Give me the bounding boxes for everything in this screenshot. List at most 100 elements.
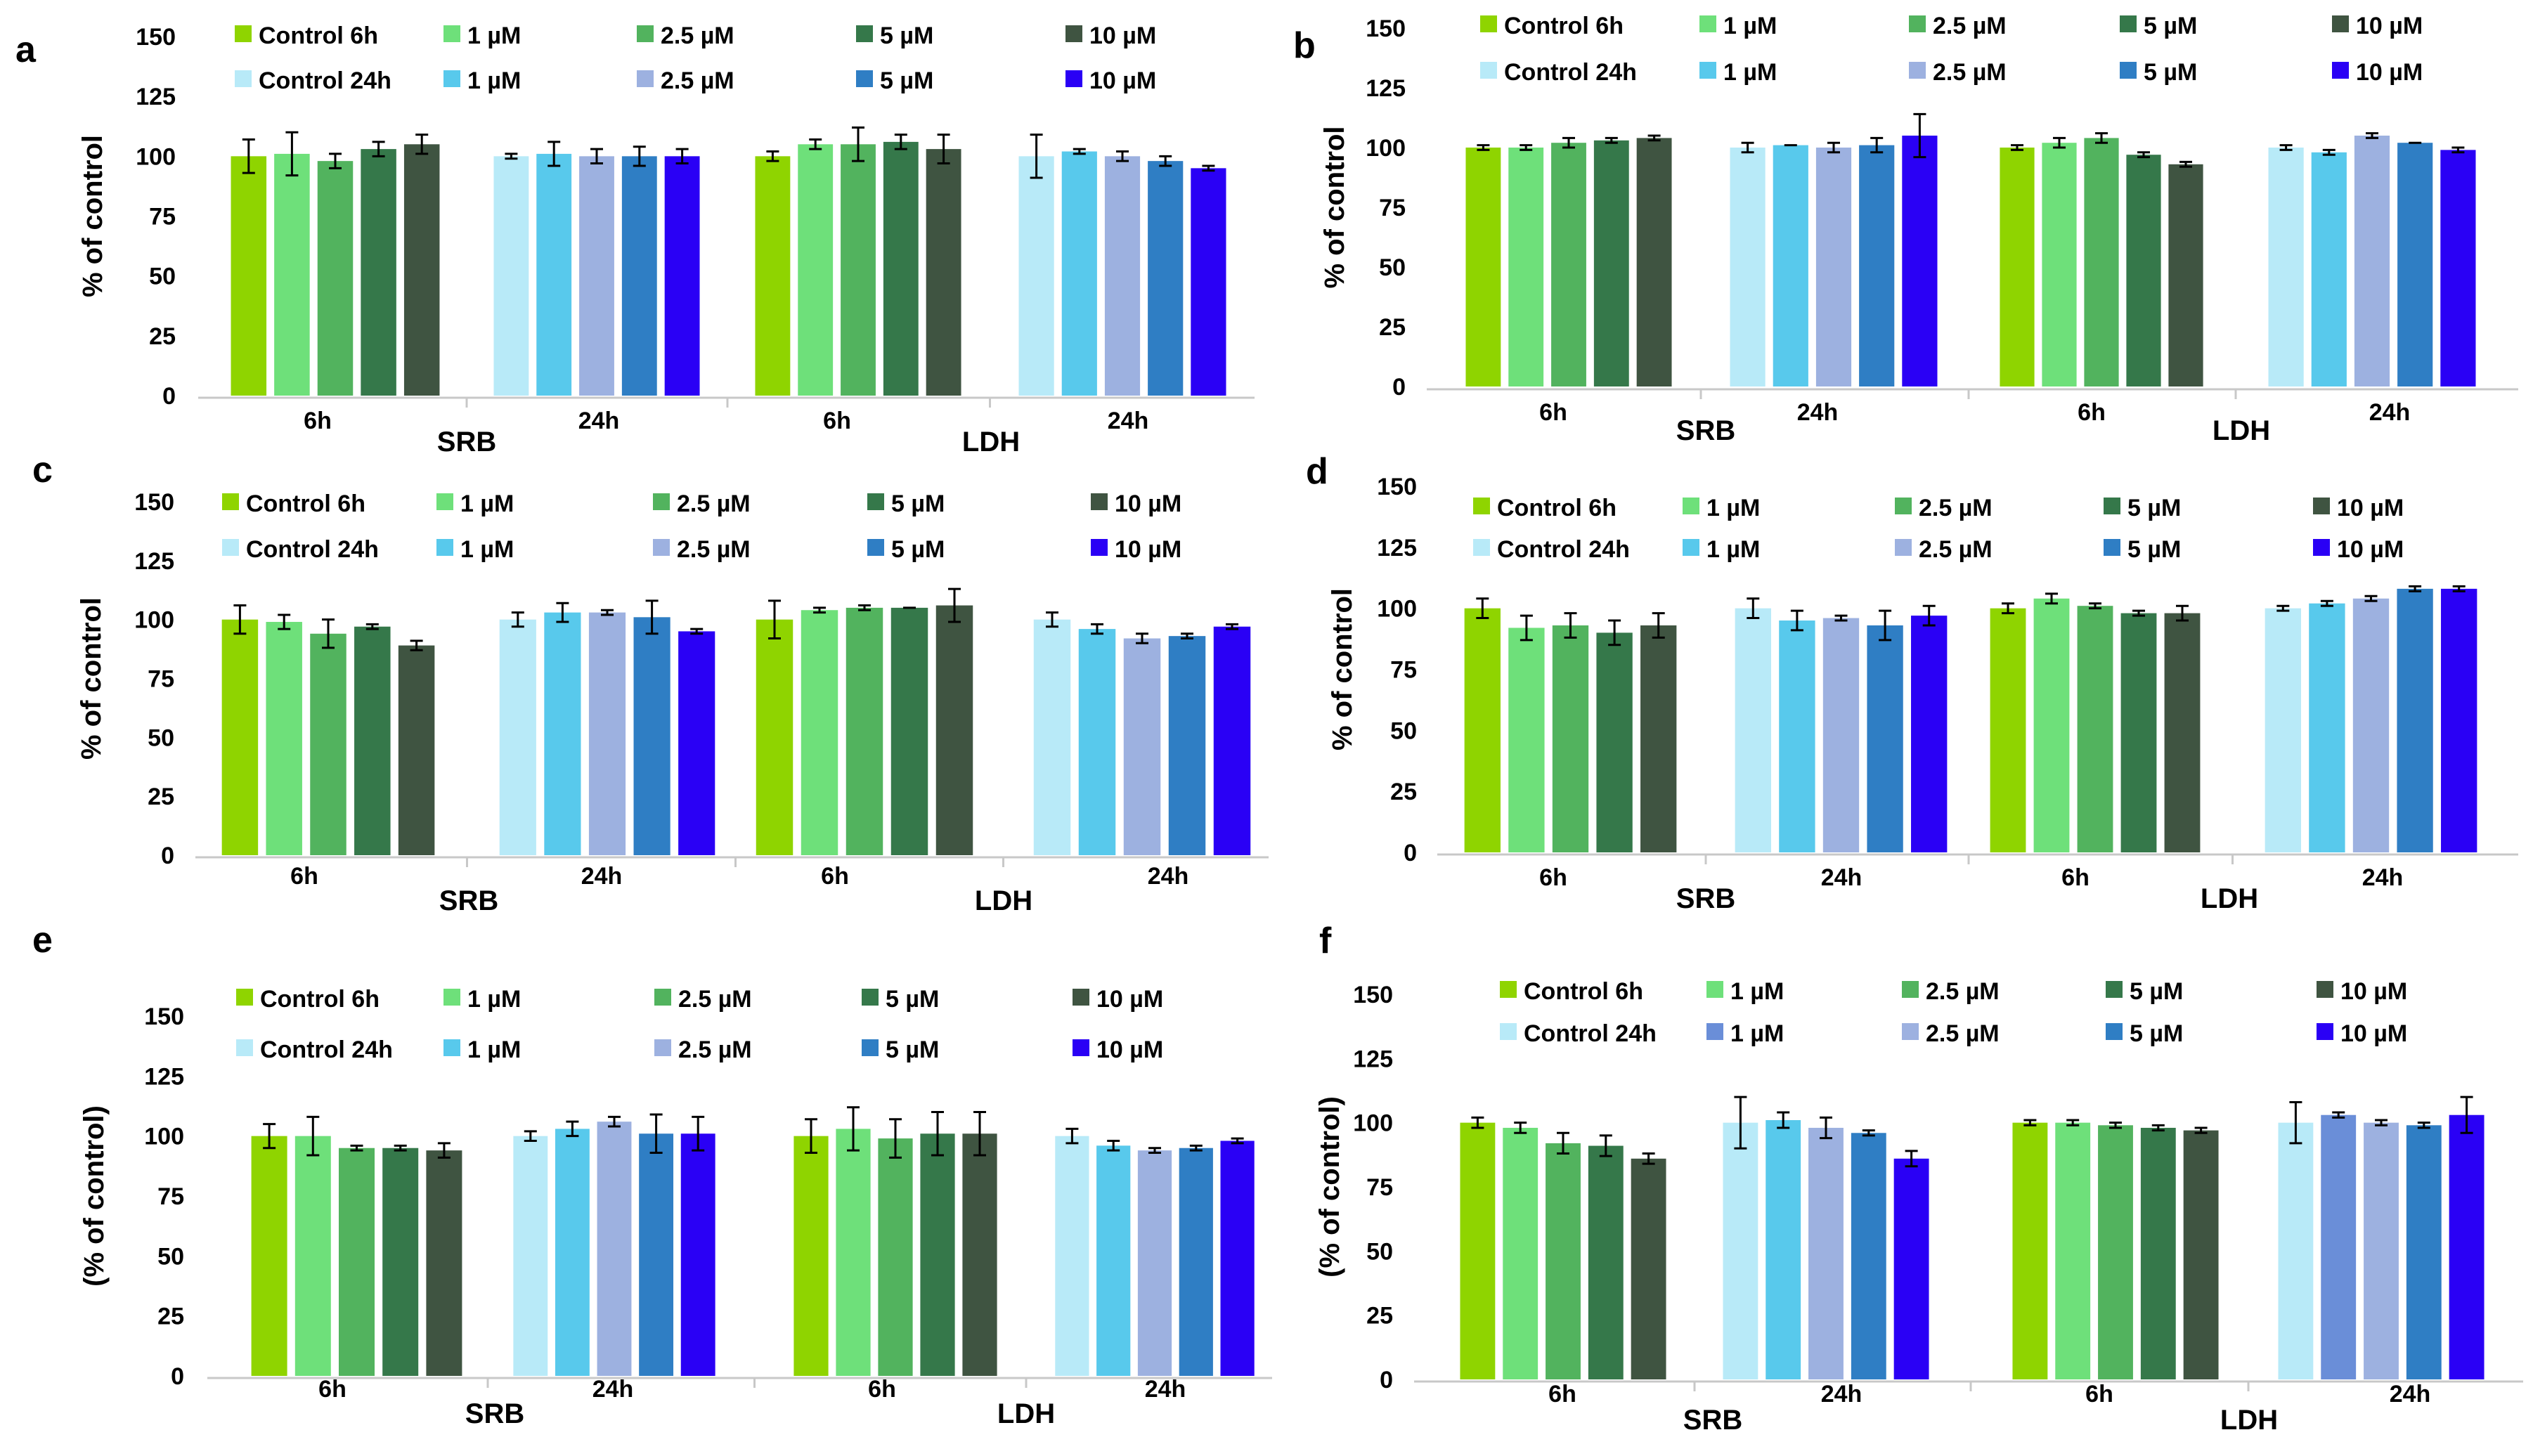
- bar: [2183, 1130, 2219, 1379]
- legend-label: 2.5 µM: [661, 67, 734, 94]
- legend-swatch: [2120, 62, 2137, 79]
- bar: [2012, 1122, 2048, 1379]
- bar: [2311, 152, 2347, 387]
- bar: [2449, 1114, 2485, 1379]
- bar: [883, 141, 919, 396]
- bar: [2321, 1114, 2357, 1379]
- y-tick-label: 100: [1377, 596, 1417, 623]
- bar: [621, 156, 657, 396]
- assay-label: LDH: [2201, 883, 2258, 914]
- legend-label: 2.5 µM: [677, 490, 751, 517]
- y-tick-label: 50: [1366, 1238, 1393, 1265]
- group-label: 6h: [1539, 864, 1567, 891]
- legend-swatch: [1473, 539, 1490, 556]
- y-tick-label: 25: [1390, 779, 1417, 805]
- bar: [639, 1133, 674, 1376]
- bar: [1179, 1148, 1213, 1376]
- legend-label: 1 µM: [467, 22, 521, 49]
- legend-swatch: [2332, 15, 2349, 32]
- legend-swatch: [2332, 62, 2349, 79]
- panel-label: b: [1293, 25, 1316, 66]
- legend-swatch: [1480, 15, 1497, 32]
- panel-f: f (% of control) 0 25 50 75 100 125 150 Control 6…: [1314, 921, 2523, 1436]
- legend-swatch: [235, 70, 252, 87]
- legend-label: 2.5 µM: [677, 536, 751, 563]
- bar: [266, 622, 302, 855]
- y-tick-label: 100: [134, 607, 174, 634]
- bar: [2364, 1122, 2399, 1379]
- legend-swatch: [443, 1039, 460, 1056]
- y-tick-label: 150: [134, 489, 174, 516]
- bar: [499, 619, 536, 855]
- legend-label: 10 µM: [2340, 1020, 2407, 1047]
- legend-swatch: [862, 989, 879, 1006]
- bar: [2164, 613, 2201, 852]
- y-tick-label: 75: [157, 1183, 184, 1210]
- bar: [1168, 636, 1206, 855]
- legend-swatch: [867, 539, 884, 556]
- bar: [1055, 1136, 1089, 1376]
- legend-swatch: [2104, 539, 2120, 556]
- legend-label: 2.5 µM: [1933, 59, 2007, 86]
- bar: [678, 631, 715, 855]
- bar: [1723, 1122, 1758, 1379]
- legend-label: 1 µM: [1730, 978, 1784, 1005]
- y-tick-label: 0: [171, 1363, 184, 1390]
- bar: [2397, 588, 2433, 852]
- bar: [2033, 598, 2070, 852]
- group-label: 24h: [2390, 1381, 2431, 1408]
- legend-label: 10 µM: [2340, 978, 2407, 1005]
- bar: [798, 144, 834, 396]
- bar: [2352, 598, 2390, 852]
- y-tick-label: 0: [162, 383, 176, 410]
- y-axis-title: % of control: [1327, 588, 1358, 750]
- legend-swatch: [443, 70, 460, 87]
- legend-label: 1 µM: [1706, 495, 1760, 521]
- y-tick-label: 125: [1366, 75, 1406, 102]
- bar: [841, 144, 876, 396]
- bar: [1822, 618, 1860, 852]
- y-tick-label: 100: [1366, 135, 1406, 162]
- assay-label: LDH: [975, 885, 1032, 916]
- legend-swatch: [867, 493, 884, 510]
- legend-label: 1 µM: [467, 1036, 521, 1063]
- bar: [1773, 145, 1808, 386]
- legend-label: 2.5 µM: [1919, 536, 1993, 563]
- legend-swatch: [1909, 15, 1926, 32]
- y-tick-label: 75: [1366, 1174, 1393, 1201]
- bar: [1911, 616, 1948, 852]
- legend-label: 2.5 µM: [661, 22, 734, 49]
- bar: [513, 1136, 548, 1376]
- assay-label: SRB: [465, 1398, 524, 1429]
- legend-label: 10 µM: [1115, 536, 1181, 563]
- bar: [846, 607, 883, 855]
- bar: [310, 633, 346, 855]
- y-tick-label: 150: [144, 1003, 184, 1030]
- bar: [680, 1133, 715, 1376]
- legend-swatch: [2317, 981, 2333, 998]
- y-tick-label: 75: [1379, 195, 1406, 221]
- bar: [1465, 148, 1501, 386]
- panel-label: f: [1319, 921, 1332, 961]
- bar: [1735, 608, 1771, 852]
- legend-label: Control 6h: [1524, 978, 1643, 1005]
- panel-a: a % of control 0 25 50 75 100 125 150 Control 6h 1…: [15, 22, 1255, 457]
- group-label: 6h: [1539, 399, 1567, 426]
- legend-swatch: [436, 539, 453, 556]
- bar: [1213, 626, 1251, 855]
- legend-label: 5 µM: [880, 67, 933, 94]
- group-label: 6h: [304, 408, 332, 434]
- bar: [836, 1129, 871, 1376]
- group-label: 24h: [1145, 1376, 1186, 1403]
- legend-label: 1 µM: [460, 536, 514, 563]
- legend-label: Control 6h: [246, 490, 365, 517]
- bar: [1033, 619, 1071, 855]
- legend-label: 2.5 µM: [678, 1036, 752, 1063]
- legend-swatch: [1065, 25, 1082, 42]
- y-tick-label: 150: [1353, 982, 1393, 1008]
- legend-swatch: [2313, 498, 2330, 514]
- legend-label: Control 24h: [1524, 1020, 1657, 1047]
- legend-swatch: [1902, 981, 1919, 998]
- legend-label: 5 µM: [891, 536, 945, 563]
- legend-label: 1 µM: [1723, 59, 1777, 86]
